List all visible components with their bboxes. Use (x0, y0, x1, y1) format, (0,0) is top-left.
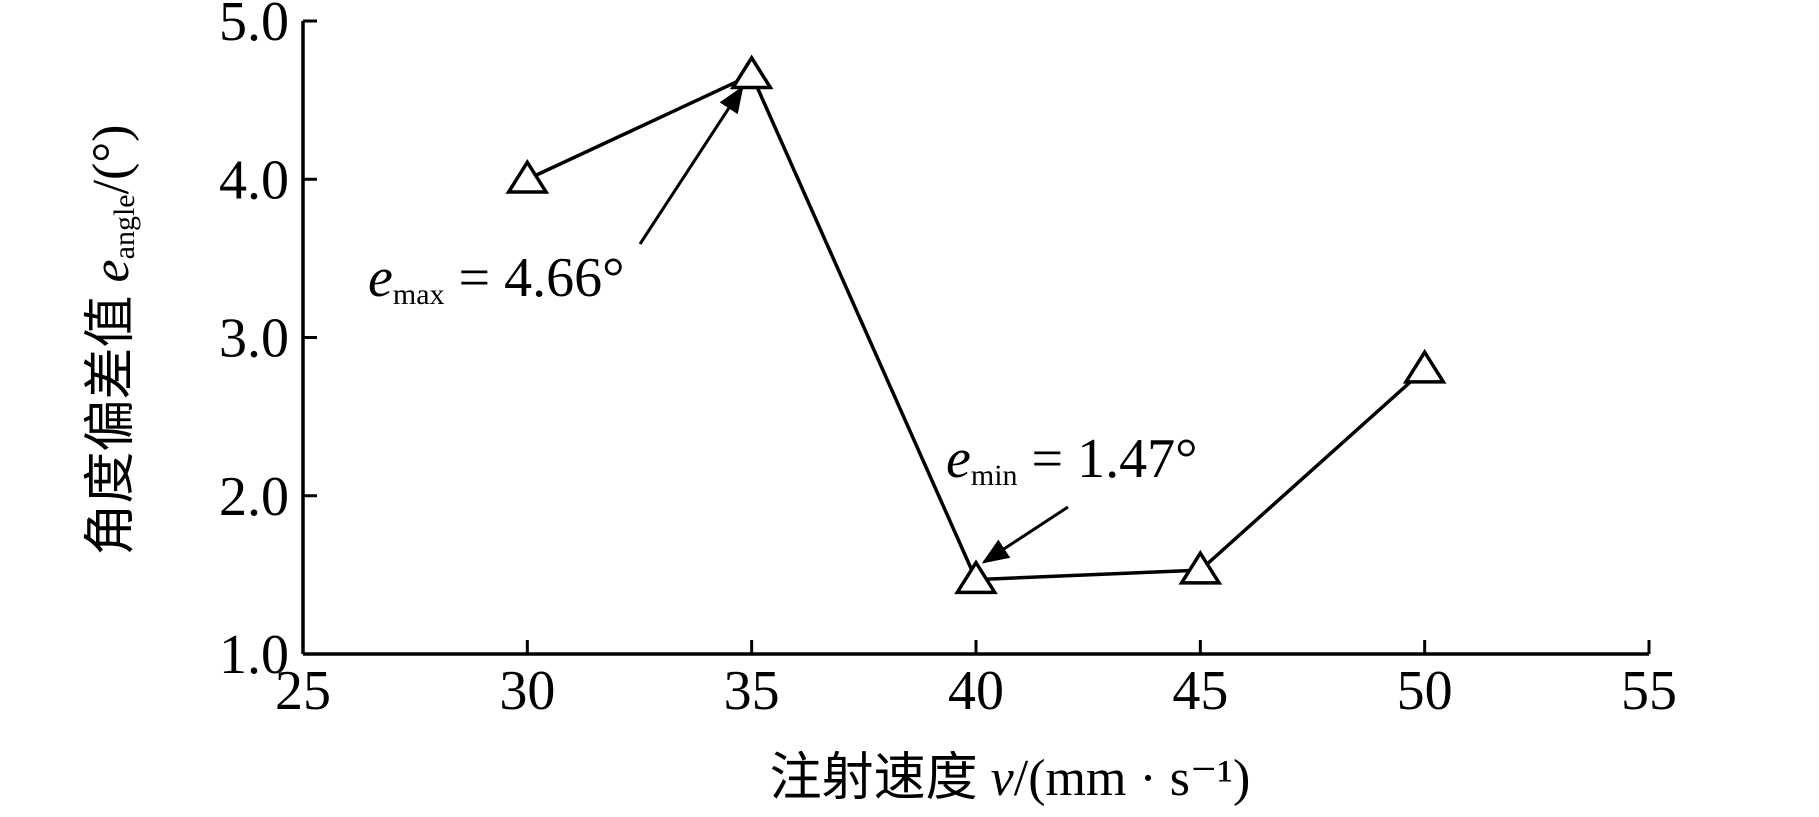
annotation-sub: min (971, 459, 1018, 492)
annotation-var: e (368, 247, 393, 309)
x-tick-label: 55 (1621, 660, 1677, 722)
y-tick-label: 3.0 (219, 308, 289, 370)
y-label-text: 角度偏差值 (83, 282, 140, 555)
y-tick-label: 2.0 (219, 466, 289, 528)
marker (954, 559, 998, 595)
marker (1402, 348, 1447, 384)
annotation-text: = 1.47° (1018, 428, 1198, 490)
annotation-text: = 4.66° (445, 247, 625, 309)
x-tick-label: 40 (948, 660, 1004, 722)
x-tick-label: 25 (275, 660, 331, 722)
x-tick-label: 35 (724, 660, 780, 722)
annotation-sub: max (393, 278, 445, 311)
x-tick-label: 30 (499, 660, 555, 722)
y-axis-label: 角度偏差值 eangle/(°) (83, 125, 141, 556)
x-label-var: v (991, 750, 1015, 807)
annotation-min: emin = 1.47° (946, 428, 1198, 492)
axes (301, 21, 1649, 656)
x-axis-label: 注射速度 v/(mm · s⁻¹) (770, 750, 1251, 807)
series-line (526, 73, 1426, 582)
marker (1178, 549, 1223, 585)
annotation-arrow (638, 85, 744, 245)
y-label-unit: /(°) (83, 125, 140, 195)
y-tick-label: 5.0 (219, 0, 289, 53)
x-tick-label: 45 (1172, 660, 1228, 722)
y-tick-label: 1.0 (219, 624, 289, 686)
y-label-var: e (83, 259, 140, 282)
annotation-max: emax = 4.66° (368, 247, 625, 311)
y-label-sub: angle (108, 194, 141, 259)
marker (505, 158, 550, 194)
marker (729, 54, 774, 90)
y-tick-label: 4.0 (219, 149, 289, 211)
x-label-text: 注射速度 (770, 750, 991, 807)
x-tick-label: 50 (1397, 660, 1453, 722)
annotation-arrow (981, 505, 1069, 564)
annotation-var: e (946, 428, 971, 490)
x-label-unit: /(mm · s⁻¹) (1014, 750, 1251, 807)
